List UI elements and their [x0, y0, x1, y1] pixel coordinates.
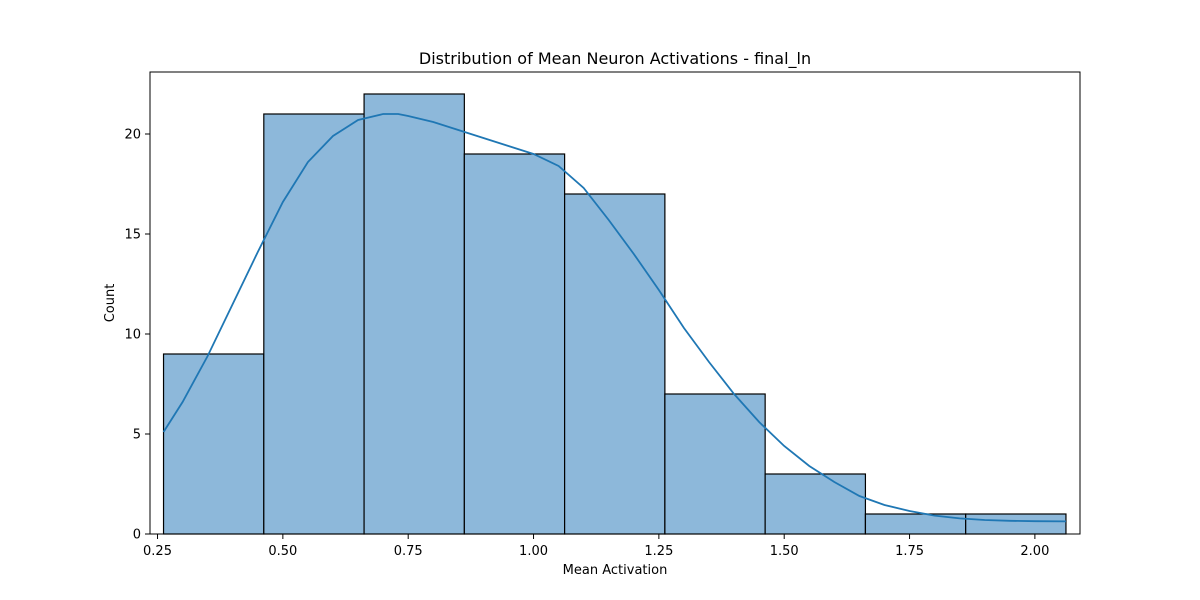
x-tick-label: 0.25 [143, 544, 172, 559]
bars-group [162, 93, 1067, 535]
y-tick-label: 20 [124, 128, 141, 143]
histogram-bar [664, 393, 766, 535]
y-tick-label: 10 [124, 328, 141, 343]
x-tick-label: 1.50 [770, 544, 799, 559]
histogram-bar [764, 473, 867, 535]
x-axis-label: Mean Activation [563, 563, 668, 578]
histogram-bar [162, 353, 265, 535]
kde-curve [162, 113, 1066, 523]
x-tick-label: 1.25 [644, 544, 673, 559]
histogram-bar [965, 513, 1067, 535]
histogram-bar [564, 193, 666, 535]
y-axis-label: Count [103, 284, 118, 323]
plot-frame [149, 71, 1081, 535]
histogram-bar [463, 153, 566, 535]
x-tick-label: 2.00 [1020, 544, 1049, 559]
y-tick-label: 5 [133, 428, 141, 443]
y-tick-label: 0 [133, 528, 141, 543]
histogram-bar [263, 113, 365, 535]
x-tick-label: 1.00 [519, 544, 548, 559]
chart-title: Distribution of Mean Neuron Activations … [419, 49, 811, 69]
x-tick-label: 0.50 [268, 544, 297, 559]
y-tick-label: 15 [124, 228, 141, 243]
y-axis-ticks: 0 5 10 15 20 [124, 128, 150, 543]
x-tick-label: 0.75 [394, 544, 423, 559]
x-axis-ticks: 0.25 0.50 0.75 1.00 1.25 1.50 1.75 2.00 [143, 534, 1049, 559]
x-tick-label: 1.75 [895, 544, 924, 559]
histogram-bar [363, 93, 465, 535]
